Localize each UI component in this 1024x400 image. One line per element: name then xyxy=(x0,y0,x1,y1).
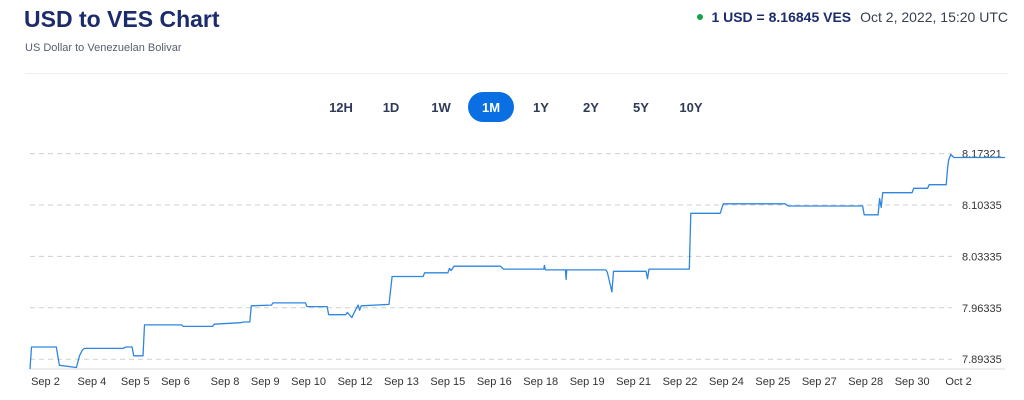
range-1y-button[interactable]: 1Y xyxy=(518,92,564,122)
y-tick-label: 8.10335 xyxy=(962,200,1002,212)
x-tick-label: Sep 10 xyxy=(291,376,326,388)
x-tick-label: Sep 12 xyxy=(338,376,373,388)
x-tick-label: Sep 22 xyxy=(663,376,698,388)
range-5y-button[interactable]: 5Y xyxy=(618,92,664,122)
current-rate: 1 USD = 8.16845 VES Oct 2, 2022, 15:20 U… xyxy=(697,9,1008,25)
x-tick-label: Sep 4 xyxy=(78,376,107,388)
x-tick-label: Sep 9 xyxy=(251,376,280,388)
range-10y-button[interactable]: 10Y xyxy=(668,92,714,122)
x-tick-label: Sep 15 xyxy=(430,376,465,388)
range-1d-button[interactable]: 1D xyxy=(368,92,414,122)
rate-value: 1 USD = 8.16845 VES xyxy=(711,9,852,25)
x-tick-label: Sep 2 xyxy=(31,376,60,388)
x-tick-label: Sep 6 xyxy=(161,376,190,388)
x-tick-label: Sep 18 xyxy=(523,376,558,388)
range-12h-button[interactable]: 12H xyxy=(318,92,364,122)
x-tick-label: Oct 2 xyxy=(945,376,971,388)
rate-timestamp: Oct 2, 2022, 15:20 UTC xyxy=(860,9,1008,25)
x-tick-label: Sep 19 xyxy=(570,376,605,388)
x-tick-label: Sep 30 xyxy=(895,376,930,388)
time-range-selector: 12H 1D 1W 1M 1Y 2Y 5Y 10Y xyxy=(318,92,714,122)
y-tick-label: 7.96335 xyxy=(962,303,1002,315)
range-1m-button[interactable]: 1M xyxy=(468,92,514,122)
live-status-icon xyxy=(697,14,704,20)
range-2y-button[interactable]: 2Y xyxy=(568,92,614,122)
x-tick-label: Sep 27 xyxy=(802,376,837,388)
x-tick-label: Sep 25 xyxy=(755,376,790,388)
x-tick-label: Sep 16 xyxy=(477,376,512,388)
y-tick-label: 7.89335 xyxy=(962,354,1002,366)
x-tick-label: Sep 21 xyxy=(616,376,651,388)
header-divider xyxy=(25,73,1008,74)
y-tick-label: 8.03335 xyxy=(962,251,1002,263)
page-subtitle: US Dollar to Venezuelan Bolivar xyxy=(25,42,182,54)
x-tick-label: Sep 13 xyxy=(384,376,419,388)
x-tick-label: Sep 24 xyxy=(709,376,744,388)
y-tick-label: 8.17321 xyxy=(962,149,1002,161)
series-line xyxy=(29,153,1005,370)
range-1w-button[interactable]: 1W xyxy=(418,92,464,122)
x-tick-label: Sep 28 xyxy=(848,376,883,388)
x-tick-label: Sep 8 xyxy=(211,376,240,388)
x-tick-label: Sep 5 xyxy=(121,376,150,388)
page-title: USD to VES Chart xyxy=(24,6,220,32)
